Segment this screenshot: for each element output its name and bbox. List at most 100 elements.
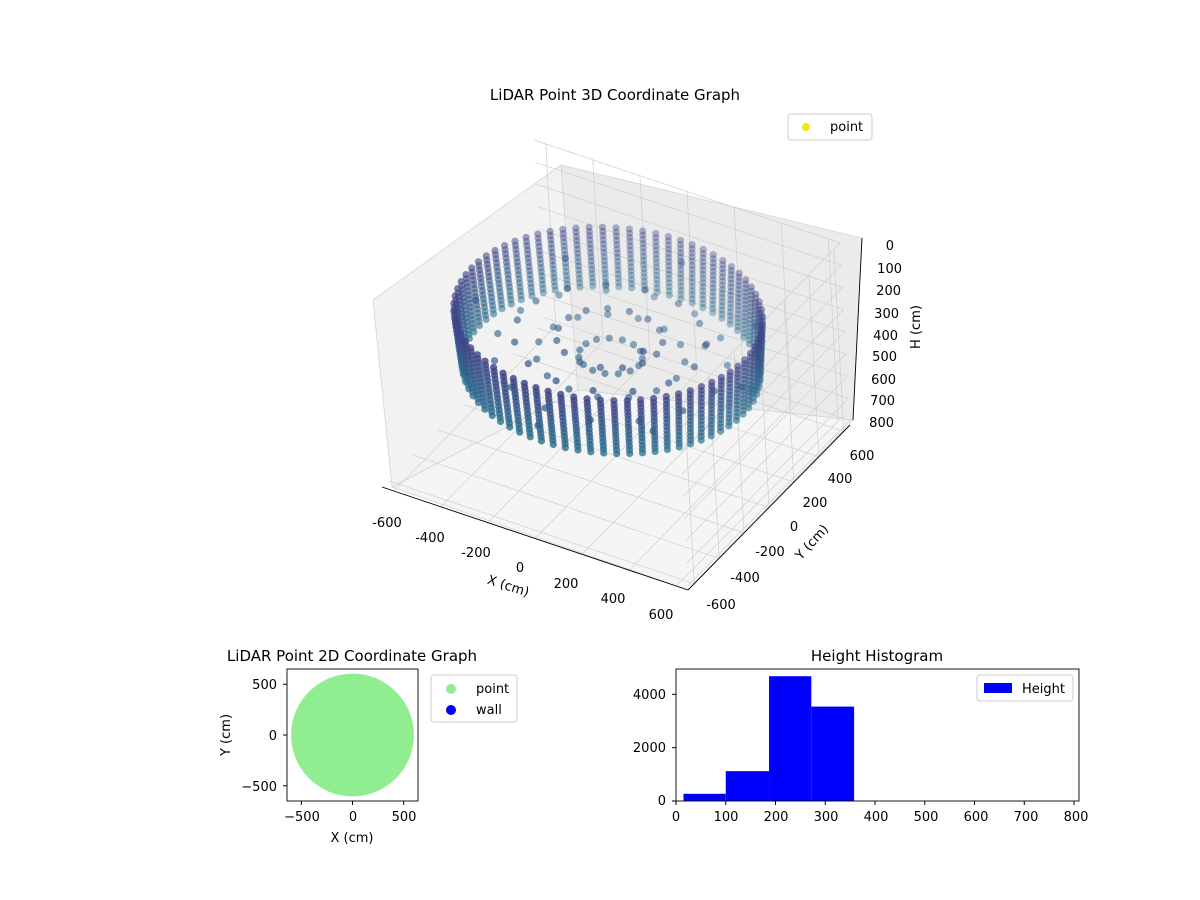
- point-3d: [548, 248, 556, 256]
- point-3d: [718, 273, 727, 281]
- point-3d: [600, 248, 608, 257]
- point-3d: [639, 235, 647, 243]
- point-3d: [513, 316, 521, 324]
- point-3d: [677, 291, 685, 299]
- point-3d: [709, 300, 717, 308]
- point-3d: [688, 241, 696, 249]
- histogram-bars: [683, 676, 855, 801]
- point-3d: [665, 287, 673, 295]
- point-3d: [640, 277, 648, 285]
- point-3d: [688, 253, 696, 261]
- point-3d: [629, 341, 638, 349]
- point-3d: [550, 274, 558, 282]
- point-3d: [726, 308, 735, 316]
- point-3d: [757, 328, 765, 336]
- point-3d: [527, 284, 535, 292]
- grid-line: [541, 272, 848, 377]
- point-3d: [639, 240, 647, 248]
- point-3d: [746, 320, 754, 328]
- point-3d: [602, 282, 610, 290]
- point-3d: [688, 270, 696, 278]
- z-tick-label: 600: [871, 373, 896, 388]
- point-3d: [665, 279, 673, 287]
- point-3d: [718, 310, 726, 318]
- point-3d: [745, 340, 754, 348]
- point-3d: [499, 369, 507, 377]
- point-3d: [587, 253, 595, 261]
- point-3d: [589, 278, 597, 286]
- x-tick-label: 800: [1064, 810, 1089, 825]
- point-3d: [678, 258, 686, 267]
- point-3d: [751, 311, 759, 319]
- x-tick-labels-hist: 0 100 200 300 400 500 600 700 800: [672, 810, 1089, 825]
- point-3d: [570, 393, 578, 401]
- point-3d: [574, 253, 582, 262]
- point-3d: [522, 233, 530, 241]
- point-3d: [600, 253, 608, 261]
- point-3d: [639, 227, 647, 235]
- point-3d: [709, 280, 717, 288]
- point-3d: [589, 366, 597, 374]
- point-3d: [582, 340, 590, 348]
- point-3d: [627, 259, 635, 267]
- point-3d: [688, 257, 696, 265]
- point-3d: [723, 361, 732, 369]
- legend-3d: point: [787, 113, 873, 141]
- point-3d: [576, 279, 584, 287]
- point-3d: [688, 274, 696, 282]
- grid-line: [833, 249, 845, 432]
- point-3d: [554, 324, 562, 332]
- point-3d: [601, 261, 609, 269]
- legend-hist-frame: [976, 674, 1074, 702]
- point-3d: [551, 286, 559, 294]
- point-3d: [549, 261, 557, 269]
- point-3d: [688, 291, 696, 299]
- x-tick-labels-2d: −500 0 500: [284, 810, 416, 825]
- point-3d: [757, 309, 765, 317]
- point-3d: [740, 333, 748, 341]
- point-3d: [572, 224, 580, 232]
- point-3d: [559, 230, 567, 238]
- point-3d: [652, 250, 660, 258]
- z-tick-label: 500: [872, 350, 897, 365]
- point-3d: [490, 363, 498, 371]
- point-3d: [640, 265, 648, 273]
- point-3d: [547, 244, 556, 252]
- point-3d: [747, 291, 755, 299]
- grid-line: [592, 159, 604, 342]
- grid-line: [581, 389, 745, 555]
- point-3d: [539, 285, 547, 293]
- point-3d: [527, 279, 535, 287]
- point-3d: [627, 254, 635, 263]
- point-3d: [588, 265, 596, 273]
- y-tick-label: -200: [755, 545, 785, 560]
- y-tick-label: 200: [803, 496, 828, 511]
- point-3d: [520, 379, 528, 387]
- point-3d: [539, 289, 547, 297]
- point-3d: [546, 227, 554, 235]
- point-3d: [735, 281, 743, 290]
- point-3d: [688, 266, 696, 274]
- point-3d: [610, 397, 618, 405]
- point-3d: [755, 306, 763, 314]
- point-3d: [612, 232, 621, 240]
- grid-line: [533, 139, 841, 244]
- point-3d: [586, 244, 595, 252]
- point-3d: [544, 387, 552, 395]
- point-3d: [652, 229, 660, 238]
- point-3d: [562, 272, 571, 280]
- point-3d: [746, 324, 754, 332]
- grid-line: [681, 309, 844, 475]
- point-3d: [604, 310, 612, 318]
- point-3d: [752, 322, 760, 330]
- point-3d: [604, 304, 612, 313]
- chart-3d: LiDAR Point 3D Coordinate Graph -600 -40…: [372, 86, 924, 623]
- point-3d: [524, 254, 532, 262]
- point-3d: [719, 256, 727, 265]
- x-axis-line: [381, 486, 689, 591]
- point-3d: [755, 302, 763, 310]
- point-3d: [652, 387, 661, 395]
- point-3d: [741, 356, 749, 364]
- point-3d: [652, 242, 660, 250]
- point-3d: [734, 298, 742, 306]
